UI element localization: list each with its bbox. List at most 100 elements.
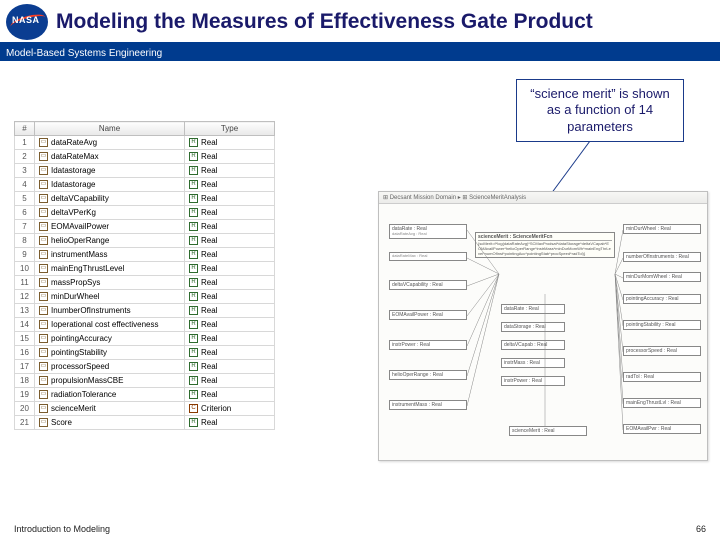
row-name: ▭instrumentMass	[35, 248, 185, 262]
diagram-right-block: pointingStability : Real	[623, 320, 701, 330]
row-num: 21	[15, 416, 35, 430]
row-num: 4	[15, 178, 35, 192]
row-num: 17	[15, 360, 35, 374]
diagram-left-block: deltaVCapability : Real	[389, 280, 467, 290]
diagram-right-block: EOMAvailPwr : Real	[623, 424, 701, 434]
row-num: 6	[15, 206, 35, 220]
diagram-right-block: pointingAccuracy : Real	[623, 294, 701, 304]
row-num: 19	[15, 388, 35, 402]
row-name: ▭dataRateAvg	[35, 136, 185, 150]
type-icon: R	[189, 180, 198, 189]
row-name: ▭processorSpeed	[35, 360, 185, 374]
param-icon: ▭	[39, 278, 48, 287]
type-icon: R	[189, 250, 198, 259]
table-row: 10▭mainEngThrustLevelRReal	[15, 262, 275, 276]
row-num: 5	[15, 192, 35, 206]
diagram-left-block: instrPower : Real	[389, 340, 467, 350]
row-num: 13	[15, 304, 35, 318]
center-constraint-block: scienceMerit : ScienceMeritFcn {scMerit=…	[475, 232, 615, 258]
diagram-tabs: ⊞ Decsant Mission Domain ▸ ⊞ ScienceMeri…	[379, 192, 707, 204]
type-icon: R	[189, 152, 198, 161]
type-icon: R	[189, 418, 198, 427]
type-icon: R	[189, 334, 198, 343]
row-name: ▭InumberOfInstruments	[35, 304, 185, 318]
type-icon: R	[189, 348, 198, 357]
parameters-tbody: 1▭dataRateAvgRReal2▭dataRateMaxRReal3▭Id…	[15, 136, 275, 430]
row-type: RReal	[185, 150, 275, 164]
diagram-left-block: instrumentMass : Real	[389, 400, 467, 410]
param-icon: ▭	[39, 376, 48, 385]
row-name: ▭minDurWheel	[35, 290, 185, 304]
diagram-left-block: helioOperRange : Real	[389, 370, 467, 380]
table-row: 5▭deltaVCapabilityRReal	[15, 192, 275, 206]
diagram-mid-block: instrPower : Real	[501, 376, 565, 386]
slide-subheader: Model-Based Systems Engineering	[0, 46, 720, 61]
param-icon: ▭	[39, 362, 48, 371]
center-block-body: {scMerit=f*log(dataRateAvg)*SCMaxProdsat…	[478, 242, 612, 256]
type-icon: R	[189, 320, 198, 329]
row-name: ▭deltaVCapability	[35, 192, 185, 206]
table-row: 14▭Ioperational cost effectivenessRReal	[15, 318, 275, 332]
science-merit-callout: “science merit” is shown as a function o…	[516, 79, 684, 142]
param-icon: ▭	[39, 264, 48, 273]
table-row: 9▭instrumentMassRReal	[15, 248, 275, 262]
diagram-mid-block: dataRate : Real	[501, 304, 565, 314]
diagram-mid-block: deltaVCapab : Real	[501, 340, 565, 350]
slide-title: Modeling the Measures of Effectiveness G…	[56, 10, 593, 34]
table-row: 6▭deltaVPerKgRReal	[15, 206, 275, 220]
type-icon: R	[189, 194, 198, 203]
row-name: ▭dataRateMax	[35, 150, 185, 164]
row-name: ▭EOMAvailPower	[35, 220, 185, 234]
row-num: 15	[15, 332, 35, 346]
type-icon: R	[189, 222, 198, 231]
type-icon: R	[189, 292, 198, 301]
row-num: 12	[15, 290, 35, 304]
type-icon: R	[189, 264, 198, 273]
row-num: 3	[15, 164, 35, 178]
param-icon: ▭	[39, 138, 48, 147]
diagram-body: scienceMerit : ScienceMeritFcn {scMerit=…	[379, 204, 707, 462]
row-type: RReal	[185, 332, 275, 346]
type-icon: C	[189, 404, 198, 413]
diagram-right-block: processorSpeed : Real	[623, 346, 701, 356]
slide-content: # Name Type 1▭dataRateAvgRReal2▭dataRate…	[0, 61, 720, 501]
row-name: ▭deltaVPerKg	[35, 206, 185, 220]
param-icon: ▭	[39, 404, 48, 413]
diagram-left-block: dataRate : RealdataRateAvg : Real	[389, 224, 467, 239]
type-icon: R	[189, 376, 198, 385]
type-icon: R	[189, 390, 198, 399]
row-name: ▭Score	[35, 416, 185, 430]
row-num: 7	[15, 220, 35, 234]
param-icon: ▭	[39, 292, 48, 301]
diagram-mid-block: instrMass : Real	[501, 358, 565, 368]
row-type: RReal	[185, 416, 275, 430]
param-icon: ▭	[39, 236, 48, 245]
row-type: RReal	[185, 164, 275, 178]
table-row: 2▭dataRateMaxRReal	[15, 150, 275, 164]
slide-header: NASA Modeling the Measures of Effectiven…	[0, 0, 720, 46]
table-row: 15▭pointingAccuracyRReal	[15, 332, 275, 346]
row-num: 1	[15, 136, 35, 150]
param-icon: ▭	[39, 306, 48, 315]
row-type: RReal	[185, 290, 275, 304]
type-icon: R	[189, 138, 198, 147]
param-icon: ▭	[39, 208, 48, 217]
row-type: RReal	[185, 248, 275, 262]
row-name: ▭radiationTolerance	[35, 388, 185, 402]
row-num: 11	[15, 276, 35, 290]
row-num: 10	[15, 262, 35, 276]
row-type: RReal	[185, 262, 275, 276]
row-type: RReal	[185, 276, 275, 290]
param-icon: ▭	[39, 250, 48, 259]
row-name: ▭propulsionMassCBE	[35, 374, 185, 388]
row-type: RReal	[185, 388, 275, 402]
row-type: RReal	[185, 360, 275, 374]
row-type: RReal	[185, 346, 275, 360]
row-name: ▭massPropSys	[35, 276, 185, 290]
table-row: 19▭radiationToleranceRReal	[15, 388, 275, 402]
row-name: ▭Ioperational cost effectiveness	[35, 318, 185, 332]
param-icon: ▭	[39, 194, 48, 203]
parameters-table: # Name Type 1▭dataRateAvgRReal2▭dataRate…	[14, 121, 275, 430]
row-type: RReal	[185, 206, 275, 220]
row-name: ▭pointingStability	[35, 346, 185, 360]
